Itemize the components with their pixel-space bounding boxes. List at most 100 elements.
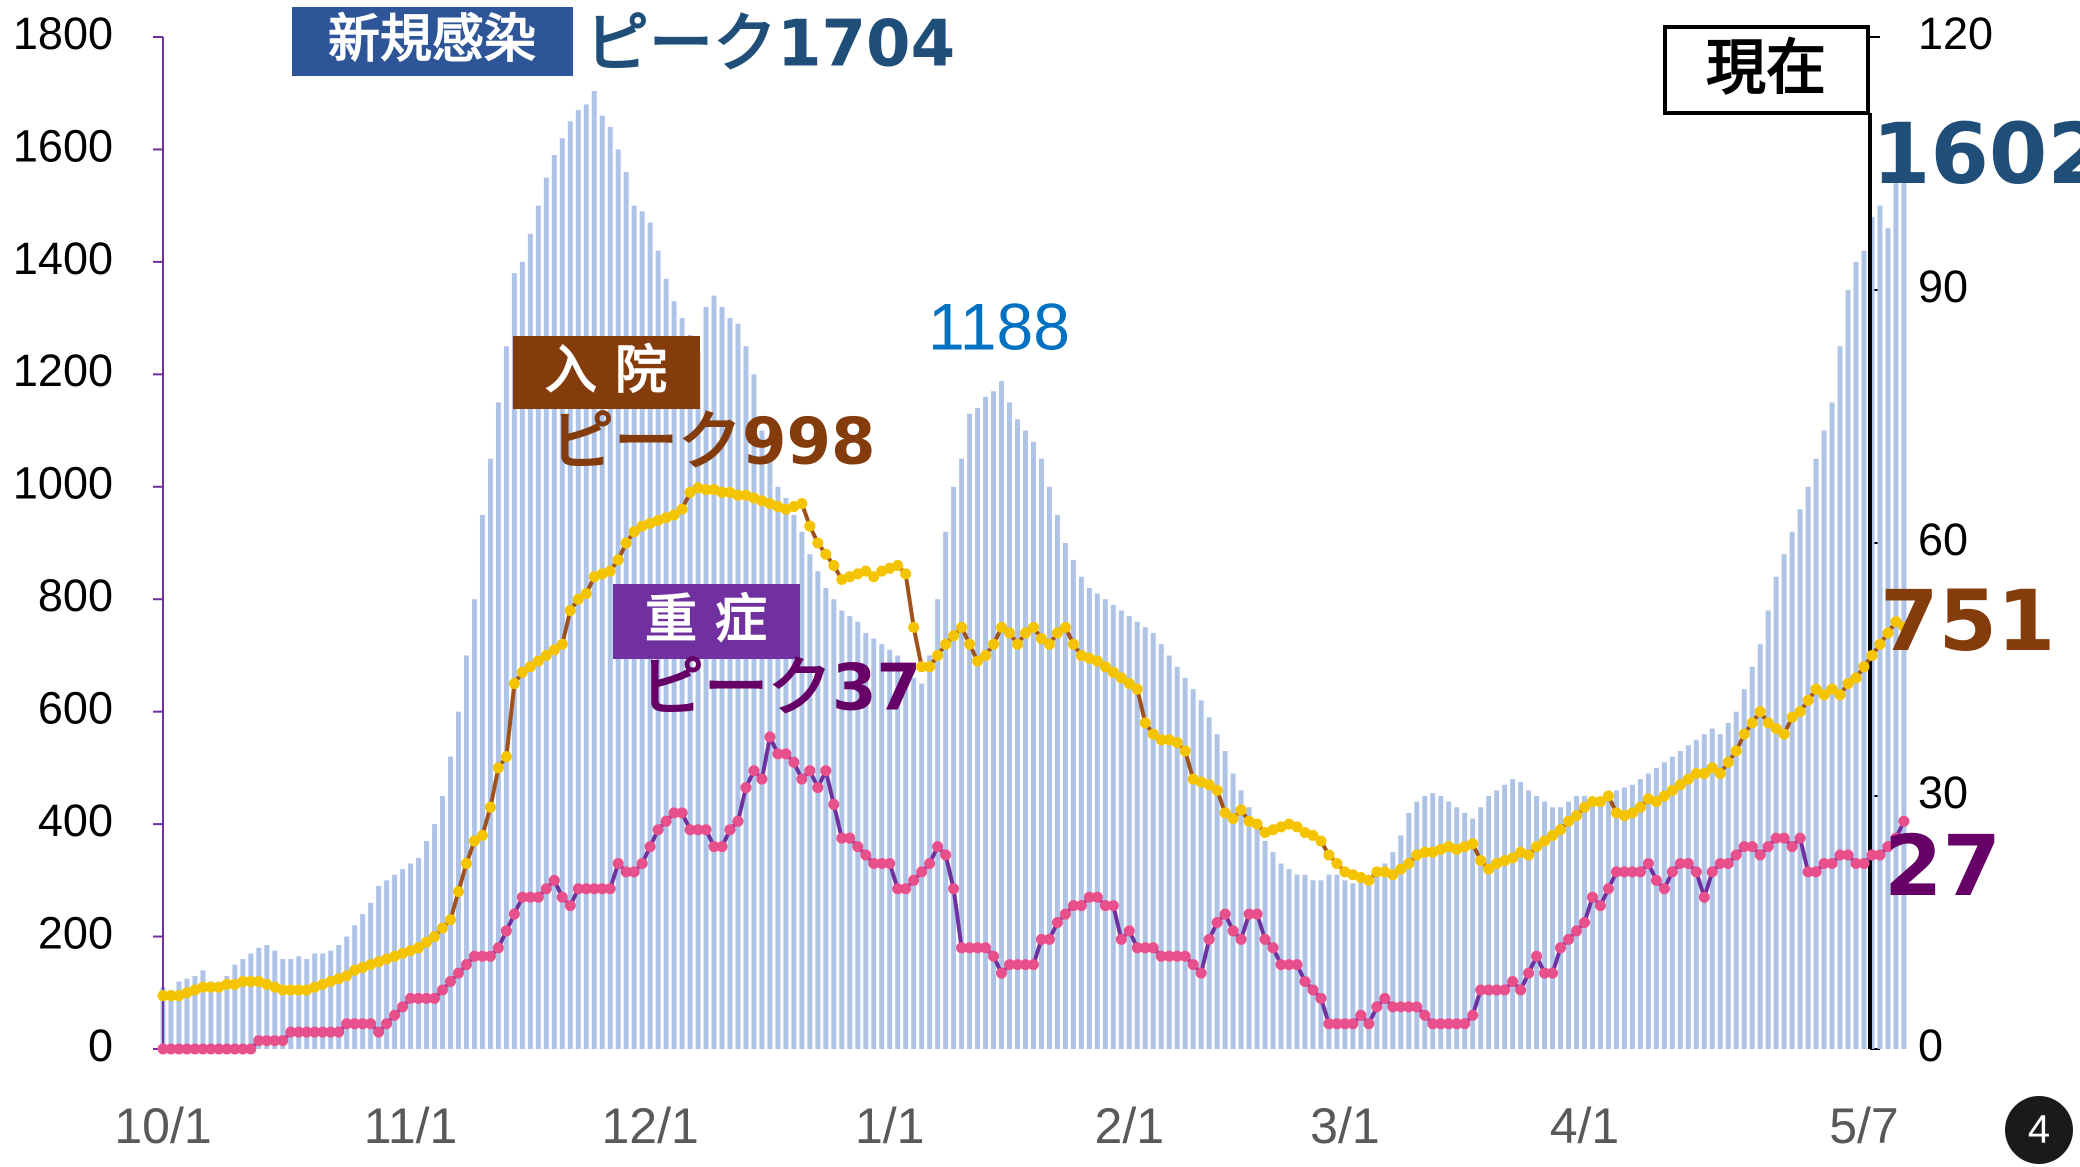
marker xyxy=(964,638,976,650)
bar xyxy=(1845,290,1851,1049)
marker xyxy=(932,841,944,853)
bar xyxy=(368,902,374,1049)
marker xyxy=(1315,835,1327,847)
marker xyxy=(700,824,712,836)
marker xyxy=(452,886,464,898)
marker xyxy=(836,832,848,844)
marker xyxy=(1123,925,1135,937)
marker xyxy=(437,984,449,996)
marker xyxy=(1578,917,1590,928)
marker xyxy=(421,992,433,1004)
bar xyxy=(799,531,805,1049)
bar xyxy=(1038,458,1044,1050)
bar xyxy=(272,950,278,1049)
marker xyxy=(1834,849,1846,861)
marker xyxy=(1203,933,1215,945)
marker xyxy=(1698,891,1710,903)
now-hosp: 751 xyxy=(1880,572,2055,670)
bar xyxy=(264,944,270,1049)
now-severe: 27 xyxy=(1884,817,2001,915)
marker xyxy=(660,815,672,827)
marker xyxy=(1650,874,1662,886)
marker xyxy=(444,914,456,926)
bar xyxy=(871,638,877,1049)
bar xyxy=(935,599,941,1049)
marker xyxy=(676,503,688,515)
marker xyxy=(1099,661,1111,673)
bar xyxy=(352,925,358,1049)
marker xyxy=(1171,950,1183,962)
marker xyxy=(972,655,984,667)
bar xyxy=(1134,621,1140,1049)
marker xyxy=(604,883,616,895)
bar xyxy=(1462,812,1468,1049)
marker xyxy=(1730,745,1742,757)
marker xyxy=(1307,984,1319,996)
bar xyxy=(1773,576,1779,1049)
marker xyxy=(1531,950,1543,962)
marker xyxy=(1866,849,1878,861)
bar xyxy=(663,278,669,1049)
marker xyxy=(1355,1009,1367,1021)
bar xyxy=(1366,877,1372,1049)
marker xyxy=(940,638,952,650)
marker xyxy=(1555,824,1567,836)
marker xyxy=(317,1026,329,1038)
peak-hosp: ピーク998 xyxy=(550,406,876,480)
marker xyxy=(772,748,784,760)
marker xyxy=(860,849,872,861)
marker xyxy=(1283,959,1295,971)
marker xyxy=(1714,857,1726,869)
marker xyxy=(580,588,592,600)
bar xyxy=(384,880,390,1049)
marker xyxy=(596,883,608,895)
bar xyxy=(1302,874,1308,1049)
bar xyxy=(1669,756,1675,1049)
bar xyxy=(1246,807,1252,1049)
marker xyxy=(588,883,600,895)
marker xyxy=(1770,723,1782,735)
marker xyxy=(1179,950,1191,962)
bar xyxy=(1621,787,1627,1049)
marker xyxy=(1778,832,1790,844)
marker xyxy=(1451,1018,1463,1030)
bar xyxy=(487,458,493,1050)
bar xyxy=(695,351,701,1049)
marker xyxy=(1722,756,1734,768)
marker xyxy=(868,857,880,869)
bar xyxy=(1222,751,1228,1049)
marker xyxy=(269,1035,281,1047)
marker xyxy=(1882,841,1894,853)
marker xyxy=(1035,933,1047,945)
marker xyxy=(460,959,472,971)
marker xyxy=(948,883,960,895)
bar xyxy=(599,115,605,1049)
bar xyxy=(687,334,693,1049)
x-tick-label: 10/1 xyxy=(114,1098,211,1154)
marker xyxy=(524,661,536,673)
marker xyxy=(189,1043,201,1055)
marker xyxy=(245,1043,257,1055)
marker xyxy=(932,649,944,661)
marker xyxy=(1754,849,1766,861)
marker xyxy=(1411,1001,1423,1013)
marker xyxy=(1323,1018,1335,1030)
marker xyxy=(508,678,520,690)
marker xyxy=(620,537,632,549)
marker xyxy=(341,1018,353,1030)
bar xyxy=(200,970,206,1049)
marker xyxy=(181,1043,193,1055)
marker xyxy=(508,908,520,920)
marker xyxy=(764,731,776,743)
marker xyxy=(916,661,928,673)
marker xyxy=(524,891,536,903)
bar xyxy=(1605,796,1611,1049)
marker xyxy=(540,649,552,661)
hosp-label-box xyxy=(513,336,700,409)
bar xyxy=(879,644,885,1049)
marker xyxy=(1387,1001,1399,1013)
bar xyxy=(855,621,861,1049)
bar xyxy=(887,649,893,1049)
marker xyxy=(948,630,960,642)
y-tick-label: 1600 xyxy=(13,120,113,171)
